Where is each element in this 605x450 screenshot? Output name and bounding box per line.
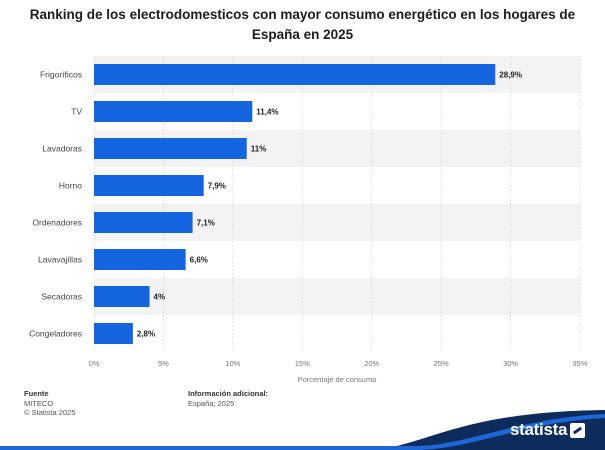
chart-title: Ranking de los electrodomesticos con may…: [29, 7, 576, 42]
brand-band-dark: [380, 410, 605, 450]
bar: [94, 101, 253, 122]
bar: [94, 138, 247, 159]
value-label: 7,1%: [197, 219, 215, 228]
bar: [94, 286, 150, 307]
category-label: Congeladores: [29, 329, 82, 339]
tick-label: 35%: [572, 359, 587, 368]
value-label: 6,6%: [190, 256, 208, 265]
copyright-line: © Statista 2025: [24, 408, 76, 417]
bar: [94, 175, 204, 196]
tick-label: 25%: [434, 359, 449, 368]
info-line: España; 2025: [188, 398, 235, 408]
value-label: 11,4%: [256, 108, 278, 117]
bar: [94, 212, 193, 233]
source-block: Fuente MITECO © Statista 2025: [24, 389, 75, 418]
category-label: Frigoríficos: [40, 70, 82, 80]
x-axis-label: Porcentaje de consumo: [298, 375, 377, 384]
value-label: 7,9%: [208, 182, 226, 191]
tick-label: 20%: [364, 359, 379, 368]
value-label: 4%: [154, 293, 166, 302]
value-label: 2,8%: [137, 330, 155, 339]
statista-logo-icon: [570, 423, 585, 438]
category-label: Secadoras: [41, 292, 82, 302]
source-line: MITECO: [24, 398, 54, 408]
category-label: Lavadoras: [42, 144, 82, 154]
tick-label: 0%: [89, 359, 100, 368]
tick-label: 30%: [503, 359, 518, 368]
category-label: Horno: [59, 181, 82, 191]
category-label: Ordenadores: [32, 218, 82, 228]
bar: [94, 323, 133, 344]
row-band: [94, 278, 580, 315]
tick-label: 5%: [158, 359, 169, 368]
bar: [94, 64, 496, 85]
statista-logo-text: statista: [510, 420, 568, 439]
bar: [94, 249, 186, 270]
tick-label: 10%: [225, 359, 240, 368]
category-label: Lavavajillas: [38, 255, 82, 265]
tick-label: 15%: [295, 359, 310, 368]
category-label: TV: [71, 107, 82, 117]
value-label: 11%: [251, 145, 267, 154]
value-label: 28,9%: [499, 71, 522, 80]
info-block: Información adicional: España; 2025: [188, 389, 268, 408]
brand-band-blue: [0, 414, 605, 450]
source-heading: Fuente: [24, 389, 49, 398]
info-heading: Información adicional:: [188, 389, 269, 398]
